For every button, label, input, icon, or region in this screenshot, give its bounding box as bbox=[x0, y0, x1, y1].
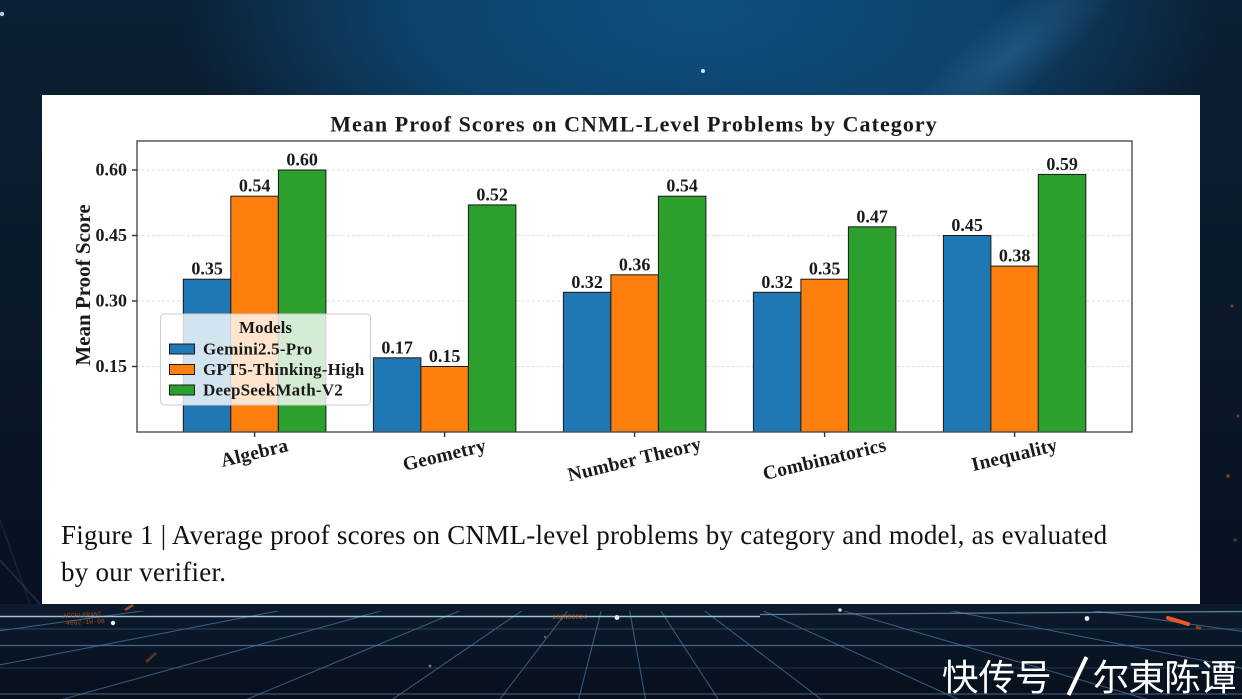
svg-text:0.32: 0.32 bbox=[571, 272, 603, 292]
svg-text:Algebra: Algebra bbox=[219, 435, 291, 471]
svg-text:DeepSeekMath-V2: DeepSeekMath-V2 bbox=[203, 381, 343, 400]
svg-text:0.54: 0.54 bbox=[239, 176, 271, 196]
svg-text:0.59: 0.59 bbox=[1046, 154, 1078, 174]
svg-text:0.60: 0.60 bbox=[286, 150, 318, 170]
svg-text:0.36: 0.36 bbox=[619, 254, 651, 274]
svg-text:0.38: 0.38 bbox=[999, 246, 1031, 266]
svg-text:0.45: 0.45 bbox=[96, 225, 128, 245]
svg-text:GPT5-Thinking-High: GPT5-Thinking-High bbox=[203, 360, 365, 379]
svg-text:0.15: 0.15 bbox=[429, 346, 461, 366]
svg-text:0.35: 0.35 bbox=[809, 259, 841, 279]
svg-text:Mean Proof Scores on CNML-Leve: Mean Proof Scores on CNML-Level Problems… bbox=[330, 112, 938, 137]
svg-text:0.60: 0.60 bbox=[96, 160, 128, 180]
svg-text:0.45: 0.45 bbox=[951, 215, 983, 235]
svg-text:Models: Models bbox=[239, 318, 292, 337]
svg-text:0.17: 0.17 bbox=[381, 337, 413, 357]
svg-text:0.15: 0.15 bbox=[96, 356, 128, 376]
svg-text:0.47: 0.47 bbox=[856, 206, 888, 226]
svg-text:0.30: 0.30 bbox=[96, 291, 128, 311]
svg-text:Inequality: Inequality bbox=[970, 435, 1060, 476]
svg-text:Geometry: Geometry bbox=[401, 435, 489, 475]
svg-text:0.54: 0.54 bbox=[666, 176, 698, 196]
svg-text:Mean Proof Score: Mean Proof Score bbox=[71, 204, 95, 365]
svg-text:ACCELERANT: ACCELERANT bbox=[63, 611, 102, 620]
svg-text:13@N03024: 13@N03024 bbox=[552, 614, 587, 621]
svg-text:Gemini2.5-Pro: Gemini2.5-Pro bbox=[203, 340, 312, 359]
svg-text:Combinatorics: Combinatorics bbox=[761, 435, 889, 485]
svg-text:0.32: 0.32 bbox=[761, 272, 793, 292]
svg-text:0.35: 0.35 bbox=[191, 259, 223, 279]
svg-text:Number Theory: Number Theory bbox=[566, 434, 704, 486]
svg-text:0.52: 0.52 bbox=[476, 184, 508, 204]
svg-text:4002-IW-08: 4002-IW-08 bbox=[66, 618, 105, 627]
